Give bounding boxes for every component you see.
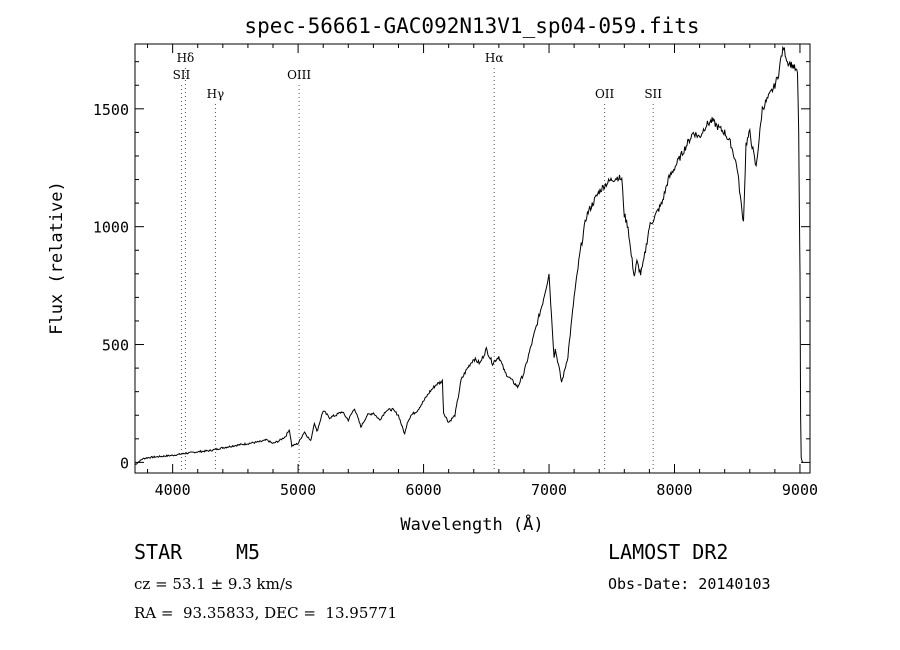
y-tick-label: 0	[120, 454, 129, 472]
object-subclass: M5	[236, 540, 261, 564]
observation-date: Obs-Date: 20140103	[608, 575, 771, 593]
y-axis-label: Flux (relative)	[47, 181, 67, 335]
line-label: Hα	[485, 51, 504, 65]
y-tick-label: 1000	[93, 219, 129, 237]
survey-name: LAMOST DR2	[608, 540, 729, 564]
line-label: Hδ	[177, 51, 195, 65]
spectrum-line	[134, 45, 803, 466]
x-tick-label: 7000	[531, 481, 567, 499]
x-axis-label: Wavelength (Å)	[400, 513, 543, 535]
x-tick-label: 6000	[406, 481, 442, 499]
line-label: SII	[173, 68, 191, 82]
line-label: OIII	[287, 68, 311, 82]
redshift-cz: cz = 53.1 ± 9.3 km/s	[134, 575, 293, 593]
emission-line-markers: Hδ SII Hγ OIII Hα OII SII	[173, 51, 662, 471]
x-tick-label: 4000	[155, 481, 191, 499]
object-class: STAR	[134, 540, 183, 564]
line-label: OII	[595, 87, 615, 101]
x-tick-label: 5000	[280, 481, 316, 499]
ra-dec: RA = 93.35833, DEC = 13.95771	[134, 604, 398, 622]
plot-frame	[134, 43, 811, 474]
line-label: Hγ	[207, 87, 225, 101]
chart-title: spec-56661-GAC092N13V1_sp04-059.fits	[244, 14, 699, 38]
y-tick-label: 1500	[93, 101, 129, 119]
y-tick-label: 500	[102, 337, 129, 355]
line-label: SII	[644, 87, 662, 101]
x-tick-label: 8000	[656, 481, 692, 499]
axis-ticks: 4000 5000 6000 7000 8000 9000 0 500 1000 1500	[93, 44, 818, 499]
x-tick-label: 9000	[782, 481, 818, 499]
